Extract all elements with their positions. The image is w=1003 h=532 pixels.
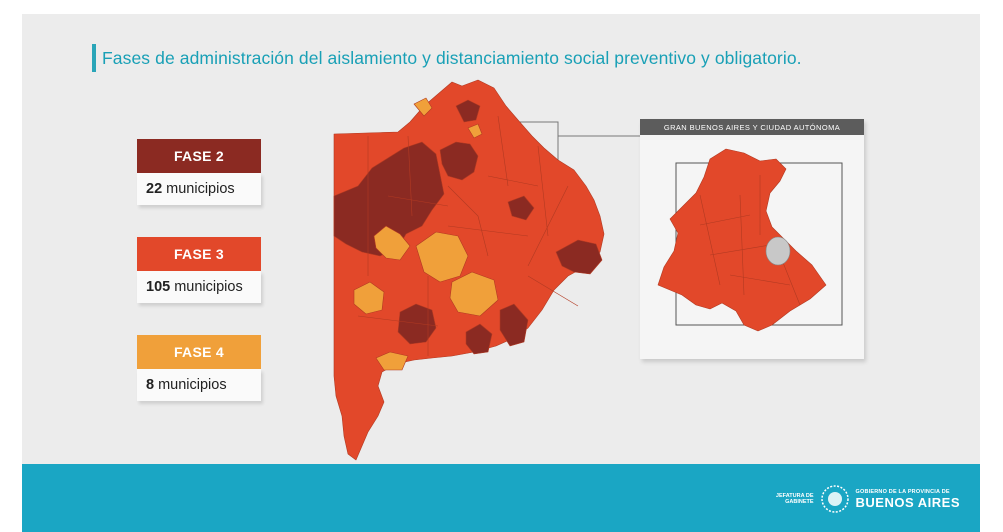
legend-fase-4: FASE 4 8 municipios: [137, 335, 261, 401]
legend-fase-2-unit: municipios: [166, 181, 235, 197]
fase4-region-2: [415, 231, 469, 283]
fase4-region-4: [353, 281, 385, 315]
legend-fase-3-number: 105: [146, 279, 171, 295]
jefatura-label: JEFATURA DE GABINETE: [775, 493, 814, 505]
fase4-region-3: [449, 271, 499, 317]
legend-fase-2-label: FASE 2: [137, 139, 261, 173]
legend-fase-3-unit: municipios: [174, 279, 243, 295]
fase2-region-south1: [397, 303, 437, 345]
province-base: [333, 79, 605, 461]
legend-fase-3: FASE 3 105 municipios: [137, 237, 261, 303]
fase2-region-west: [333, 141, 445, 257]
inset-panel: GRAN BUENOS AIRES Y CIUDAD AUTÓNOMA: [640, 119, 864, 359]
gba-inset-map: [657, 148, 843, 332]
caba-region: [765, 236, 791, 266]
fase4-region-7: [375, 351, 409, 371]
fase2-region-south2: [465, 323, 493, 355]
fase2-region-nw: [455, 99, 481, 123]
legend-fase-4-count: 8 municipios: [137, 369, 261, 401]
fase2-region-north: [439, 141, 479, 181]
legend-fase-2-number: 22: [146, 181, 163, 197]
footer-bar: JEFATURA DE GABINETE GOBIERNO DE LA PROV…: [22, 464, 980, 532]
legend-fase-4-number: 8: [146, 377, 155, 393]
legend-fase-2-count: 22 municipios: [137, 173, 261, 205]
slide: Fases de administración del aislamiento …: [22, 14, 980, 532]
inset-title: GRAN BUENOS AIRES Y CIUDAD AUTÓNOMA: [640, 119, 864, 135]
fase4-region-1: [373, 225, 411, 261]
gov-small-label: GOBIERNO DE LA PROVINCIA DE: [855, 488, 950, 495]
fase2-region-center: [507, 195, 535, 221]
seal-icon: [820, 485, 849, 513]
title-accent-bar: [92, 44, 96, 72]
legend-fase-3-count: 105 municipios: [137, 271, 261, 303]
legend-fase-2: FASE 2 22 municipios: [137, 139, 261, 205]
province-map: [333, 79, 605, 461]
page-title: Fases de administración del aislamiento …: [102, 48, 802, 68]
fase2-region-south3: [499, 303, 529, 347]
legend-fase-3-label: FASE 3: [137, 237, 261, 271]
legend-fase-4-unit: municipios: [158, 377, 227, 393]
gov-logo: JEFATURA DE GABINETE GOBIERNO DE LA PROV…: [770, 484, 960, 514]
fase4-region-5: [413, 97, 433, 117]
fase2-region-east: [555, 239, 603, 275]
legend-fase-4-label: FASE 4: [137, 335, 261, 369]
gov-big-label: BUENOS AIRES: [855, 494, 960, 510]
fase4-region-6: [467, 123, 483, 139]
